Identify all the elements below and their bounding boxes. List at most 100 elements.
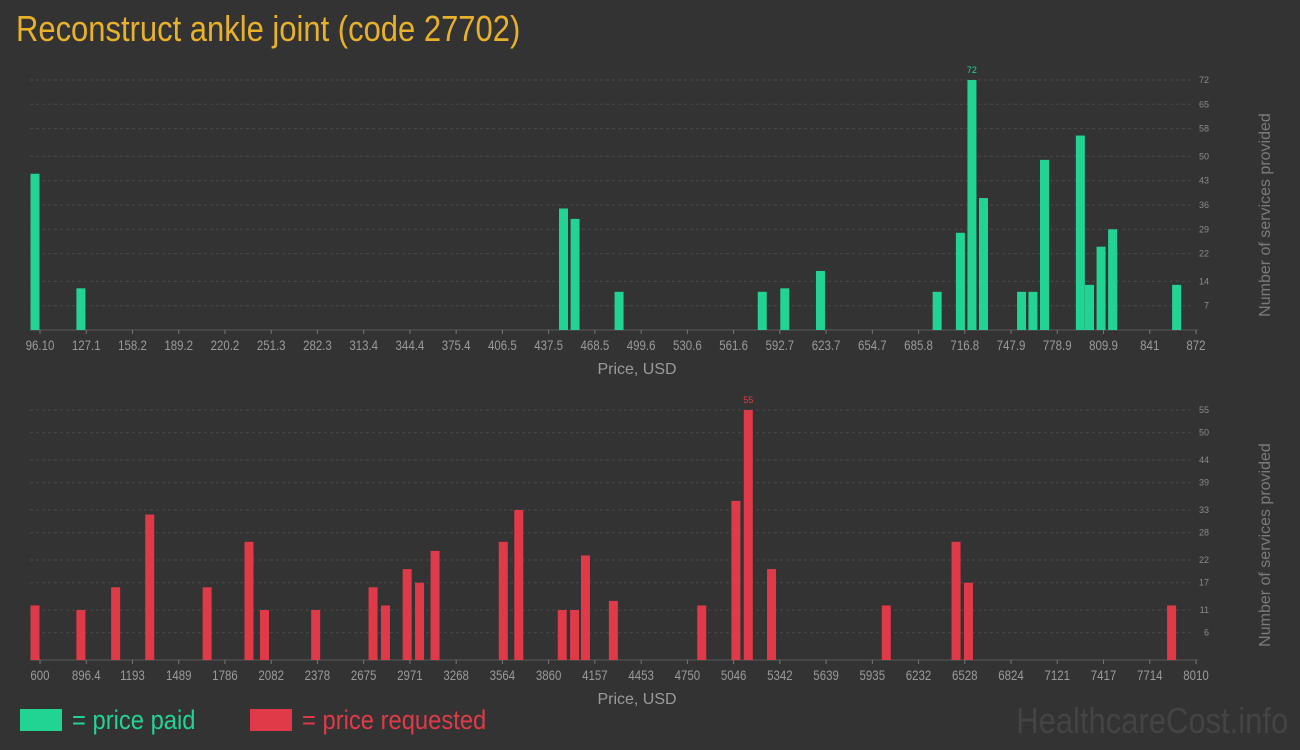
bar [697, 605, 707, 660]
bar [570, 218, 580, 330]
legend-swatch-requested [250, 709, 292, 731]
x-tick-label: 251.3 [257, 337, 286, 353]
bar [559, 208, 569, 330]
x-tick-label: 7714 [1137, 667, 1163, 683]
x-tick-label: 6528 [952, 667, 978, 683]
x-tick-label: 841 [1140, 337, 1159, 353]
bar [368, 587, 378, 660]
x-tick-label: 4157 [582, 667, 608, 683]
bar [963, 582, 973, 660]
legend-price-paid: = price paid [20, 704, 212, 735]
y-tick-label: 44 [1199, 455, 1209, 465]
y-tick-label: 36 [1199, 200, 1209, 210]
legend-label-paid: = price paid [72, 704, 196, 735]
x-axis-title: Price, USD [597, 361, 676, 378]
legend-label-requested: = price requested [302, 704, 487, 735]
x-tick-label: 592.7 [765, 337, 794, 353]
x-tick-label: 158.2 [118, 337, 147, 353]
page-title: Reconstruct ankle joint (code 27702) [16, 8, 521, 49]
bar [780, 288, 790, 330]
x-tick-label: 809.9 [1089, 337, 1118, 353]
x-tick-label: 4453 [628, 667, 654, 683]
x-tick-label: 5342 [767, 667, 793, 683]
y-tick-label: 22 [1199, 249, 1209, 259]
y-tick-label: 6 [1204, 628, 1209, 638]
y-tick-label: 22 [1199, 555, 1209, 565]
x-tick-label: 716.8 [950, 337, 979, 353]
y-tick-label: 7 [1204, 301, 1209, 311]
price-requested-chart: 6 11 17 22 28 33 39 44 50 55 600 896.4 1193 1489 1786 2… [30, 395, 1274, 708]
x-tick-label: 7121 [1045, 667, 1071, 683]
x-tick-label: 5935 [860, 667, 886, 683]
bar [743, 410, 753, 660]
x-tick-label: 189.2 [164, 337, 193, 353]
bar [202, 587, 212, 660]
x-tick-label: 344.4 [396, 337, 425, 353]
legend-price-requested: = price requested [250, 704, 511, 735]
x-tick-label: 313.4 [349, 337, 378, 353]
x-tick-label: 7417 [1091, 667, 1117, 683]
bar [731, 500, 741, 660]
x-tick-label: 5639 [813, 667, 839, 683]
x-tick-label: 4750 [675, 667, 701, 683]
bar [514, 510, 524, 660]
y-tick-label: 28 [1199, 528, 1209, 538]
x-tick-label: 1489 [166, 667, 192, 683]
bar [767, 569, 777, 660]
y-axis-title: Number of services provided [1257, 113, 1274, 317]
bar [1075, 135, 1085, 330]
x-tick-label: 2971 [397, 667, 423, 683]
max-value-label: 72 [967, 65, 977, 75]
x-tick-label: 499.6 [627, 337, 656, 353]
x-tick-label: 2378 [305, 667, 331, 683]
watermark: HealthcareCost.info [1016, 700, 1288, 741]
bar [757, 291, 767, 330]
bar [955, 232, 965, 330]
bar [244, 541, 254, 660]
x-tick-label: 96.10 [26, 337, 55, 353]
y-tick-label: 14 [1199, 276, 1209, 286]
bar [978, 198, 988, 330]
x-tick-label: 3268 [443, 667, 469, 683]
x-tick-label: 8010 [1183, 667, 1209, 683]
y-tick-label: 50 [1199, 428, 1209, 438]
bar [815, 270, 825, 330]
x-tick-label: 747.9 [997, 337, 1026, 353]
x-tick-label: 1193 [120, 667, 145, 683]
x-tick-label: 872 [1186, 337, 1205, 353]
bar [76, 610, 86, 660]
y-axis-title: Number of services provided [1257, 443, 1274, 647]
bar [145, 514, 155, 660]
y-tick-label: 11 [1200, 605, 1209, 615]
bar [259, 610, 269, 660]
x-tick-label: 1786 [212, 667, 238, 683]
bar [614, 291, 624, 330]
x-tick-label: 406.5 [488, 337, 517, 353]
x-tick-label: 3860 [536, 667, 562, 683]
bar [881, 605, 891, 660]
y-tick-label: 58 [1199, 124, 1209, 134]
bar [580, 555, 590, 660]
x-tick-label: 600 [30, 667, 49, 683]
x-tick-label: 220.2 [211, 337, 240, 353]
y-tick-label: 50 [1199, 151, 1209, 161]
y-tick-label: 39 [1199, 478, 1209, 488]
bar [430, 550, 440, 660]
x-tick-label: 5046 [721, 667, 747, 683]
bar [380, 605, 390, 660]
y-tick-label: 72 [1199, 75, 1209, 85]
x-tick-label: 6824 [998, 667, 1024, 683]
x-tick-label: 778.9 [1043, 337, 1072, 353]
bar [1108, 229, 1118, 330]
bar [1028, 291, 1038, 330]
bar [111, 587, 121, 660]
legend-swatch-paid [20, 709, 62, 731]
x-tick-label: 654.7 [858, 337, 887, 353]
x-tick-label: 375.4 [442, 337, 471, 353]
x-tick-label: 2082 [258, 667, 284, 683]
x-tick-label: 896.4 [72, 667, 101, 683]
bar [498, 541, 508, 660]
x-tick-label: 282.3 [303, 337, 332, 353]
bar [1167, 605, 1177, 660]
y-tick-label: 43 [1199, 176, 1209, 186]
